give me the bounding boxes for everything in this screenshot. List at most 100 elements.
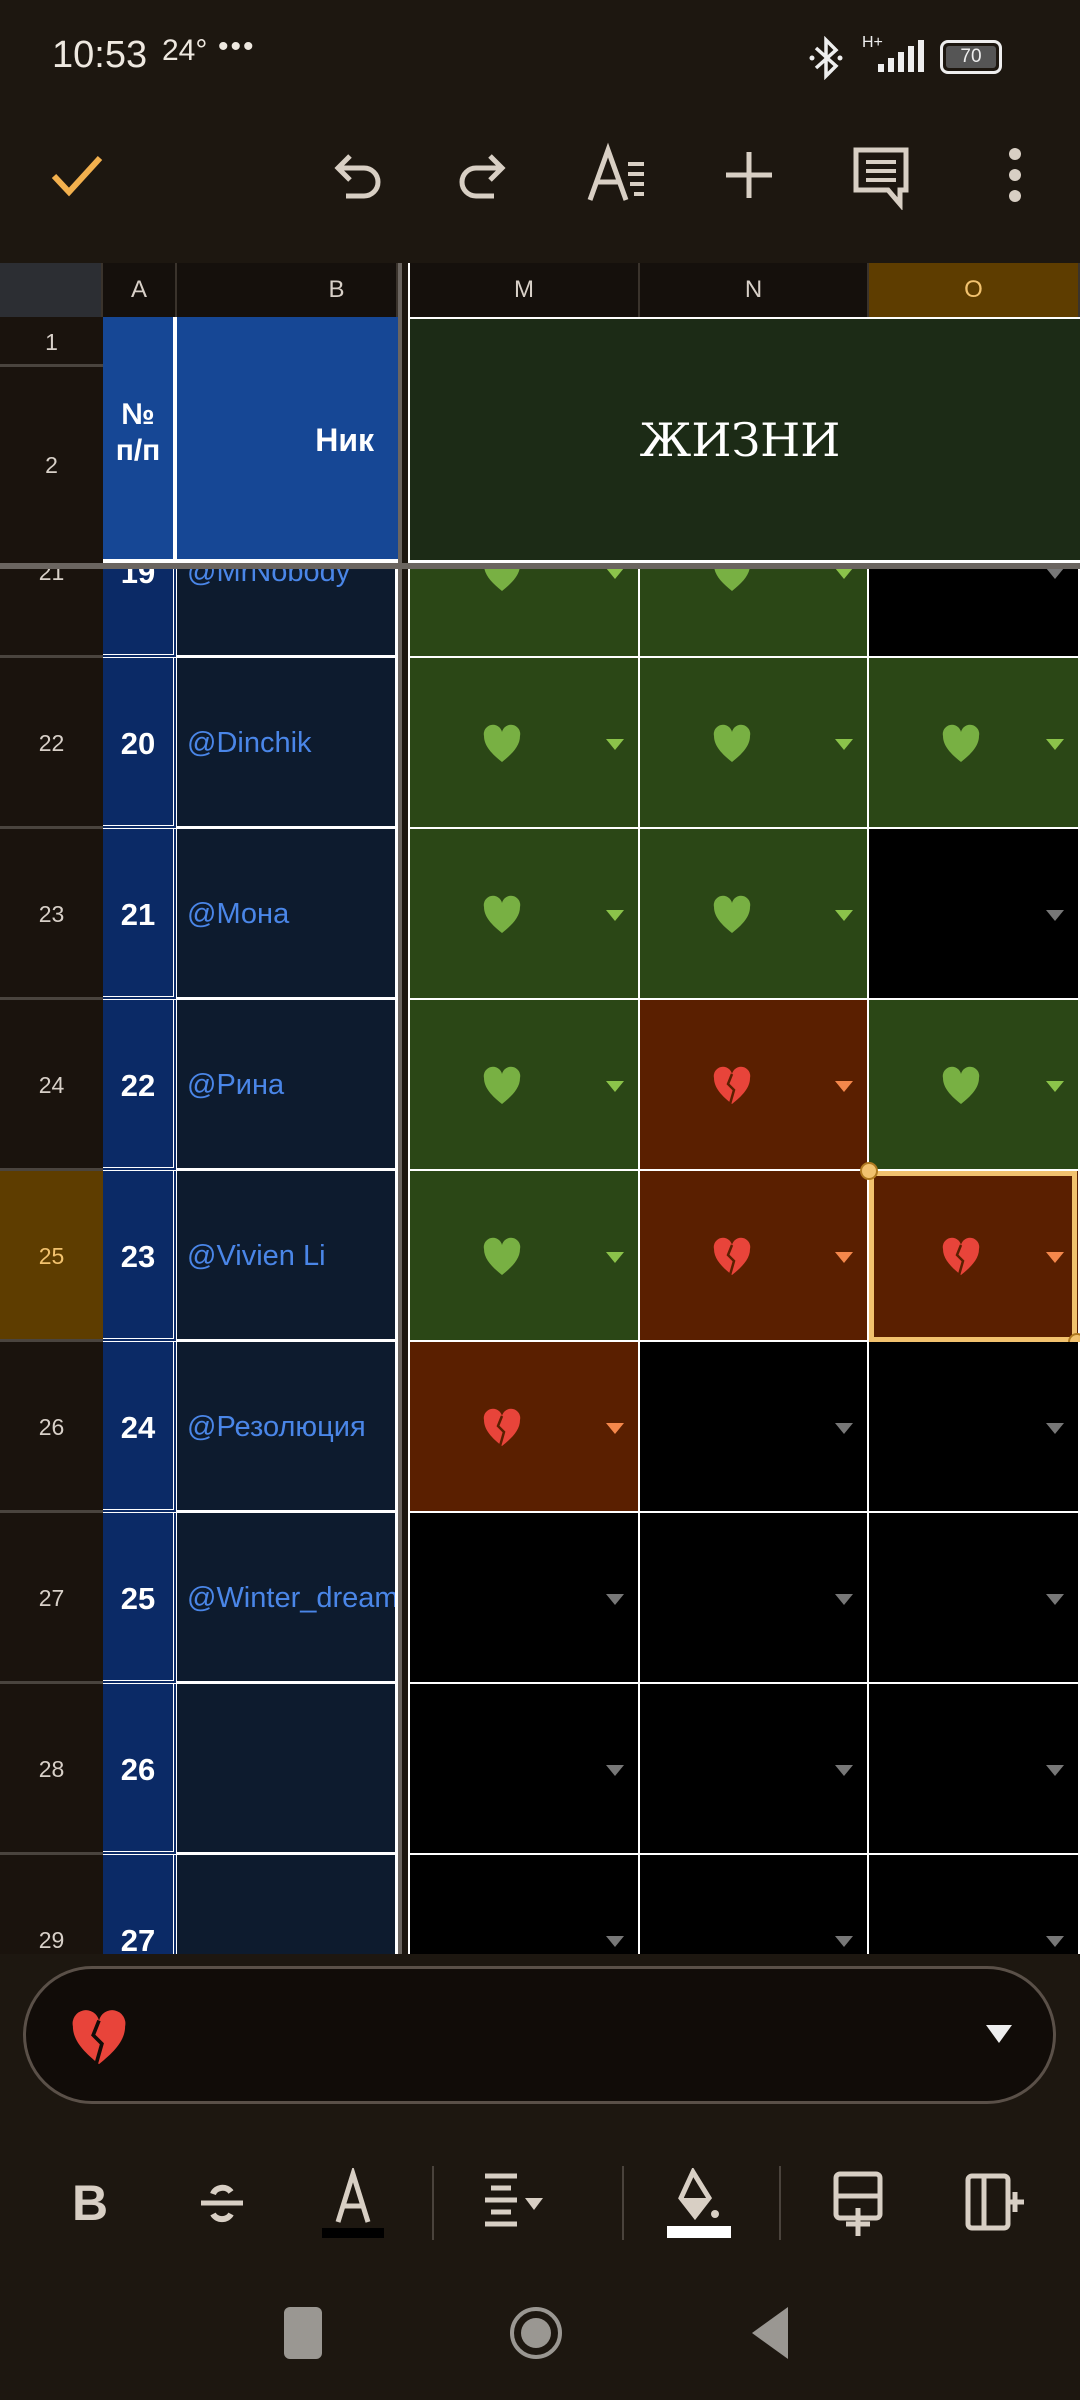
dropdown-arrow-icon[interactable] [835, 1422, 853, 1434]
frozen-row-divider[interactable] [0, 563, 1080, 569]
dropdown-arrow-icon[interactable] [835, 1593, 853, 1605]
dropdown-arrow-icon[interactable] [606, 1080, 624, 1092]
num-header-cell[interactable]: № п/п [103, 317, 177, 563]
row-number-cell[interactable]: 24 [103, 1342, 177, 1513]
dropdown-arrow-icon[interactable] [1046, 569, 1064, 579]
row-number-cell[interactable]: 25 [103, 1513, 177, 1684]
nick-header-cell[interactable]: Ник [177, 317, 398, 563]
dropdown-arrow-icon[interactable] [606, 1593, 624, 1605]
text-color-icon[interactable] [318, 2168, 388, 2238]
column-header-b[interactable]: B [177, 263, 398, 317]
dropdown-arrow-icon[interactable] [1046, 909, 1064, 921]
lives-cell-n[interactable] [640, 1855, 869, 1954]
fill-color-icon[interactable] [665, 2168, 735, 2238]
lives-cell-n[interactable] [640, 1000, 869, 1171]
dropdown-arrow-icon[interactable] [1046, 1593, 1064, 1605]
cell-value-dropdown[interactable] [23, 1966, 1056, 2104]
lives-cell-n[interactable] [640, 658, 869, 829]
recents-icon[interactable] [284, 2307, 322, 2359]
home-icon[interactable] [510, 2307, 562, 2359]
dropdown-arrow-icon[interactable] [606, 1935, 624, 1947]
row-number-cell[interactable]: 21 [103, 829, 177, 1000]
row-header-21[interactable]: 21 [0, 569, 103, 658]
nick-cell[interactable]: @Рина [177, 1000, 398, 1171]
nick-cell[interactable]: @MrNobody [177, 569, 398, 658]
chevron-down-icon[interactable] [986, 2025, 1012, 2047]
row-number-cell[interactable]: 19 [103, 569, 177, 658]
row-number-cell[interactable]: 27 [103, 1855, 177, 1954]
column-header-m[interactable]: M [410, 263, 640, 317]
column-header-a[interactable]: A [103, 263, 177, 317]
more-vert-icon[interactable] [980, 140, 1050, 210]
lives-cell-m[interactable] [410, 1171, 640, 1342]
lives-cell-o[interactable] [869, 1000, 1080, 1171]
lives-cell-n[interactable] [640, 1171, 869, 1342]
dropdown-arrow-icon[interactable] [835, 1935, 853, 1947]
nick-cell[interactable]: @Winter_dream [177, 1513, 398, 1684]
lives-header-cell[interactable]: ЖИЗНИ [410, 317, 1080, 563]
bold-icon[interactable]: B [71, 2175, 109, 2231]
dropdown-arrow-icon[interactable] [606, 569, 624, 579]
text-format-icon[interactable] [584, 140, 654, 210]
row-header-2[interactable]: 2 [0, 367, 103, 563]
dropdown-arrow-icon[interactable] [1046, 1422, 1064, 1434]
lives-cell-m[interactable] [410, 1000, 640, 1171]
dropdown-arrow-icon[interactable] [835, 1251, 853, 1263]
frozen-column-divider[interactable] [398, 263, 410, 1954]
select-all-corner[interactable] [0, 263, 103, 317]
nick-cell[interactable]: @Резолюция [177, 1342, 398, 1513]
dropdown-arrow-icon[interactable] [1046, 738, 1064, 750]
row-number-cell[interactable]: 22 [103, 1000, 177, 1171]
row-header-1[interactable]: 1 [0, 317, 103, 367]
column-header-o[interactable]: O [869, 263, 1080, 317]
nick-cell[interactable] [177, 1684, 398, 1855]
lives-cell-n[interactable] [640, 1684, 869, 1855]
dropdown-arrow-icon[interactable] [1046, 1764, 1064, 1776]
lives-cell-o[interactable] [869, 658, 1080, 829]
lives-cell-m[interactable] [410, 1855, 640, 1954]
selection-handle[interactable] [860, 1162, 878, 1180]
row-header-26[interactable]: 26 [0, 1342, 103, 1513]
lives-cell-m[interactable] [410, 1684, 640, 1855]
lives-cell-o[interactable] [869, 569, 1080, 658]
align-icon[interactable] [483, 2168, 573, 2238]
row-header-22[interactable]: 22 [0, 658, 103, 829]
dropdown-arrow-icon[interactable] [835, 1764, 853, 1776]
dropdown-arrow-icon[interactable] [606, 1764, 624, 1776]
row-header-29[interactable]: 29 [0, 1855, 103, 1954]
lives-cell-m[interactable] [410, 569, 640, 658]
nick-cell[interactable]: @Vivien Li [177, 1171, 398, 1342]
comment-icon[interactable] [846, 140, 916, 210]
dropdown-arrow-icon[interactable] [835, 738, 853, 750]
dropdown-arrow-icon[interactable] [835, 1080, 853, 1092]
dropdown-arrow-icon[interactable] [606, 909, 624, 921]
lives-cell-o[interactable] [869, 829, 1080, 1000]
lives-cell-n[interactable] [640, 1513, 869, 1684]
cell-selection[interactable] [869, 1171, 1077, 1342]
strikethrough-icon[interactable] [187, 2168, 257, 2238]
check-icon[interactable] [42, 140, 112, 210]
row-number-cell[interactable]: 20 [103, 658, 177, 829]
lives-cell-o[interactable] [869, 1342, 1080, 1513]
lives-cell-m[interactable] [410, 658, 640, 829]
lives-cell-m[interactable] [410, 1342, 640, 1513]
back-icon[interactable] [750, 2305, 790, 2361]
redo-icon[interactable] [450, 140, 520, 210]
column-header-n[interactable]: N [640, 263, 869, 317]
lives-cell-m[interactable] [410, 1513, 640, 1684]
insert-row-icon[interactable] [822, 2168, 892, 2238]
row-header-25[interactable]: 25 [0, 1171, 103, 1342]
nick-cell[interactable]: @Dinchik [177, 658, 398, 829]
row-header-24[interactable]: 24 [0, 1000, 103, 1171]
dropdown-arrow-icon[interactable] [835, 909, 853, 921]
row-header-23[interactable]: 23 [0, 829, 103, 1000]
dropdown-arrow-icon[interactable] [1046, 1251, 1064, 1263]
lives-cell-n[interactable] [640, 829, 869, 1000]
lives-cell-n[interactable] [640, 1342, 869, 1513]
dropdown-arrow-icon[interactable] [1046, 1080, 1064, 1092]
lives-cell-o[interactable] [869, 1855, 1080, 1954]
insert-icon[interactable] [714, 140, 784, 210]
row-header-28[interactable]: 28 [0, 1684, 103, 1855]
row-header-27[interactable]: 27 [0, 1513, 103, 1684]
lives-cell-o[interactable] [869, 1513, 1080, 1684]
